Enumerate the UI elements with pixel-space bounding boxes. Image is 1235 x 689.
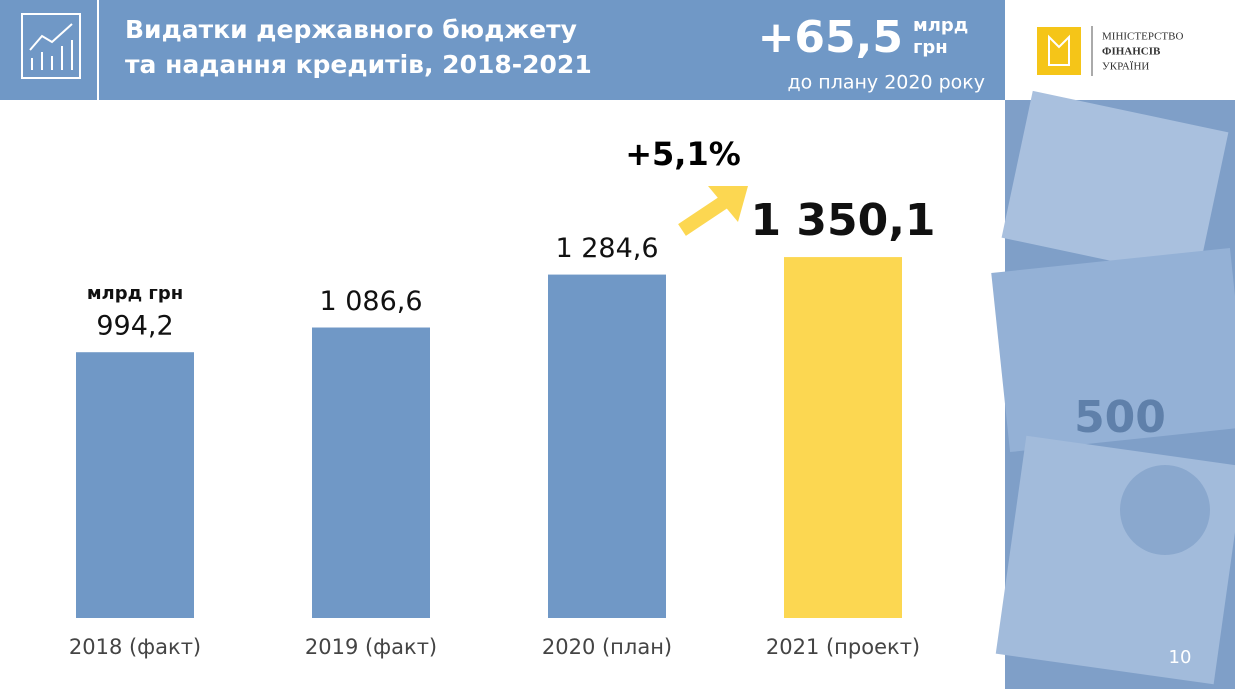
value-label: 1 284,6 bbox=[555, 233, 658, 264]
header-band bbox=[0, 0, 1005, 100]
bar bbox=[548, 274, 666, 618]
value-label: 1 086,6 bbox=[319, 286, 422, 317]
header-icon bbox=[21, 13, 81, 79]
svg-text:500: 500 bbox=[1074, 392, 1166, 443]
headline-value: +65,5 bbox=[758, 12, 903, 63]
growth-arrow-head bbox=[708, 186, 748, 222]
logo-text: УКРАЇНИ bbox=[1102, 61, 1149, 73]
bar bbox=[312, 327, 430, 618]
value-label: 1 350,1 bbox=[750, 195, 935, 246]
bar bbox=[76, 352, 194, 618]
title-line: Видатки державного бюджету bbox=[125, 15, 577, 44]
logo-text: МІНІСТЕРСТВО bbox=[1102, 31, 1183, 43]
title-line: та надання кредитів, 2018-2021 bbox=[125, 50, 592, 79]
headline-unit: грн bbox=[913, 37, 948, 58]
x-tick-label: 2020 (план) bbox=[542, 635, 672, 659]
page-number: 10 bbox=[1169, 647, 1192, 668]
value-label: 994,2 bbox=[96, 311, 173, 342]
bar bbox=[784, 257, 902, 618]
x-tick-label: 2019 (факт) bbox=[305, 635, 437, 659]
banknote-image: 500 bbox=[991, 90, 1235, 689]
unit-label: млрд грн bbox=[87, 283, 183, 304]
headline-note: до плану 2020 року bbox=[787, 72, 985, 94]
growth-arrow bbox=[678, 192, 734, 236]
ministry-logo: МІНІСТЕРСТВО ФІНАНСІВ УКРАЇНИ bbox=[1037, 26, 1183, 76]
logo-text: ФІНАНСІВ bbox=[1102, 46, 1161, 58]
headline-unit: млрд bbox=[913, 15, 968, 36]
x-tick-label: 2021 (проект) bbox=[766, 635, 920, 659]
growth-annotation: +5,1% bbox=[625, 135, 741, 173]
x-tick-label: 2018 (факт) bbox=[69, 635, 201, 659]
